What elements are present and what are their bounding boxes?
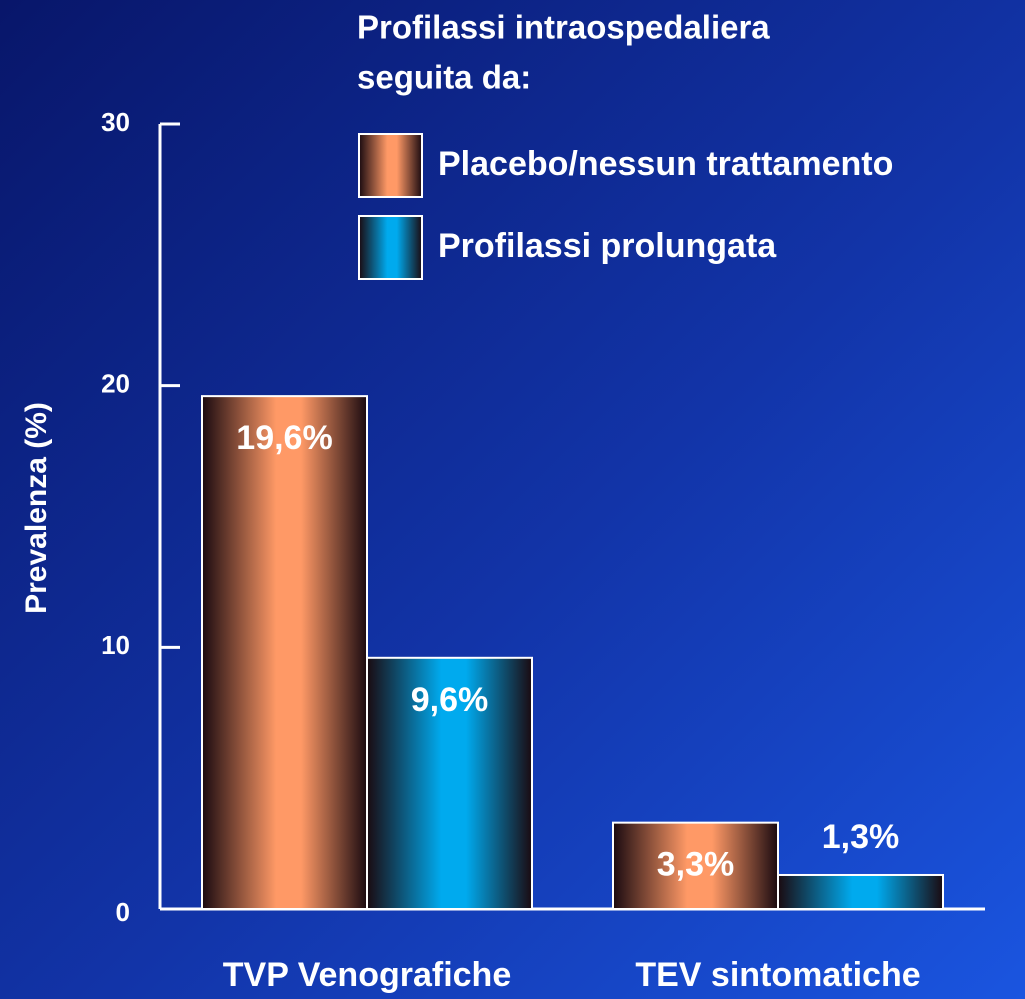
value-label: 3,3% bbox=[657, 846, 735, 884]
bar bbox=[612, 821, 779, 911]
x-tick-label: TVP Venografiche bbox=[223, 956, 511, 994]
legend-title: Profilassi intraospedaliera bbox=[357, 9, 770, 46]
bar bbox=[777, 873, 944, 911]
y-tick-label: 30 bbox=[101, 107, 130, 137]
bar bbox=[201, 395, 368, 910]
x-tick-label: TEV sintomatiche bbox=[635, 956, 920, 994]
y-tick-label: 0 bbox=[116, 897, 130, 927]
legend-title: seguita da: bbox=[357, 59, 531, 96]
legend-label: Placebo/nessun trattamento bbox=[438, 145, 893, 183]
y-tick-label: 10 bbox=[101, 630, 130, 660]
value-label: 19,6% bbox=[236, 419, 332, 457]
legend-swatch bbox=[358, 215, 423, 280]
value-label: 9,6% bbox=[411, 681, 489, 719]
value-label: 1,3% bbox=[822, 818, 900, 856]
legend-label: Profilassi prolungata bbox=[438, 227, 777, 265]
y-axis-label: Prevalenza (%) bbox=[20, 402, 53, 614]
legend-swatch bbox=[358, 133, 423, 198]
bar bbox=[366, 656, 533, 910]
y-tick-label: 20 bbox=[101, 369, 130, 399]
